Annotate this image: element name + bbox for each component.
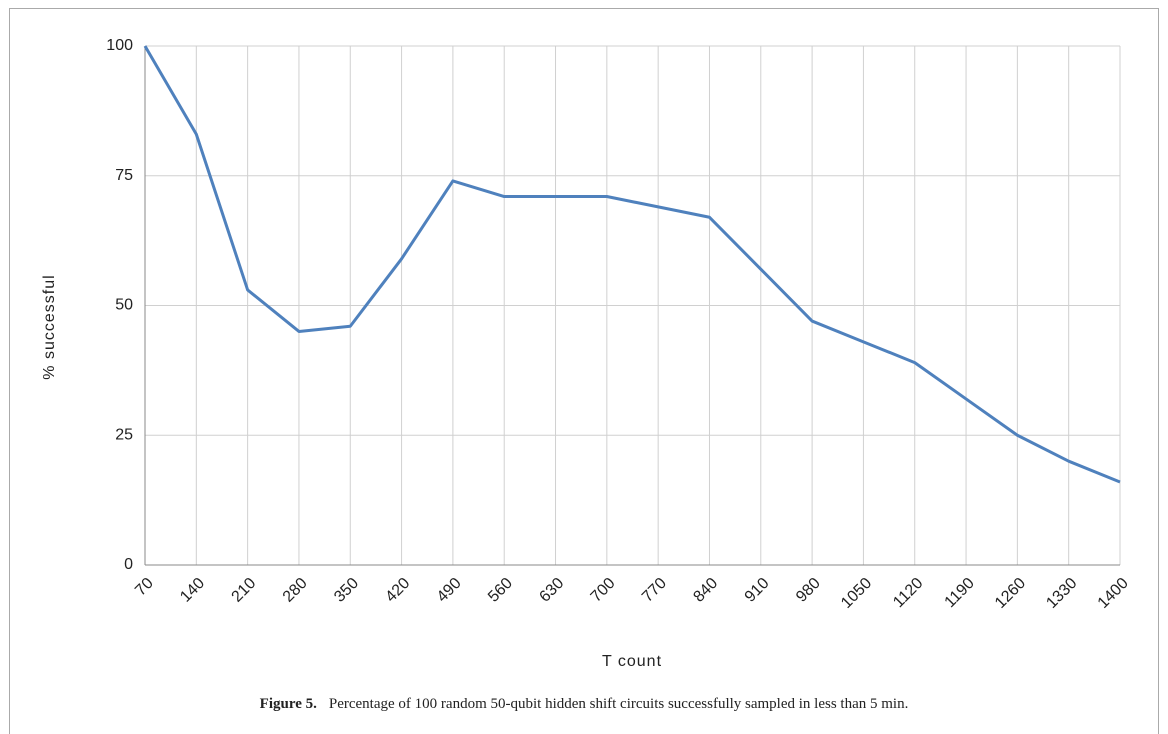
data-line: [143, 45, 1121, 484]
x-tick-label: 140: [177, 575, 208, 606]
y-tick-label: 50: [115, 297, 133, 314]
x-tick-label: 70: [132, 575, 157, 600]
x-tick-label: 210: [229, 575, 260, 606]
x-tick-label: 280: [280, 575, 311, 606]
y-tick-label: 0: [124, 556, 133, 573]
y-axis-label: % successful: [41, 274, 58, 379]
y-tick-label: 75: [115, 167, 133, 184]
x-tick-label: 420: [382, 575, 413, 606]
x-tick-label: 350: [331, 575, 362, 606]
x-tick-label: 700: [588, 575, 619, 606]
caption: Figure 5. Percentage of 100 random 50-qub…: [260, 696, 909, 712]
x-tick-label: 1120: [890, 575, 926, 611]
x-tick-label: 490: [434, 575, 465, 606]
x-tick-label: 1260: [992, 575, 1029, 612]
frame: [9, 8, 1159, 734]
x-tick-label: 630: [536, 575, 567, 606]
x-tick-label: 1400: [1095, 575, 1132, 612]
x-tick-label: 840: [690, 575, 721, 606]
x-tick-label: 560: [485, 575, 516, 606]
y-tick-label: 25: [115, 426, 133, 443]
x-tick-label: 980: [793, 575, 824, 606]
caption-label: Figure 5.: [260, 696, 317, 712]
y-tick-label: 100: [106, 37, 133, 54]
x-axis-label: T count: [602, 653, 662, 670]
x-tick-label: 770: [639, 575, 670, 606]
x-tick-label: 1330: [1043, 575, 1080, 612]
x-tick-label: 910: [742, 575, 773, 606]
caption-text: Percentage of 100 random 50-qubit hidden…: [329, 696, 908, 712]
x-tick-label: 1190: [942, 575, 978, 611]
x-tick-label: 1050: [838, 575, 875, 612]
